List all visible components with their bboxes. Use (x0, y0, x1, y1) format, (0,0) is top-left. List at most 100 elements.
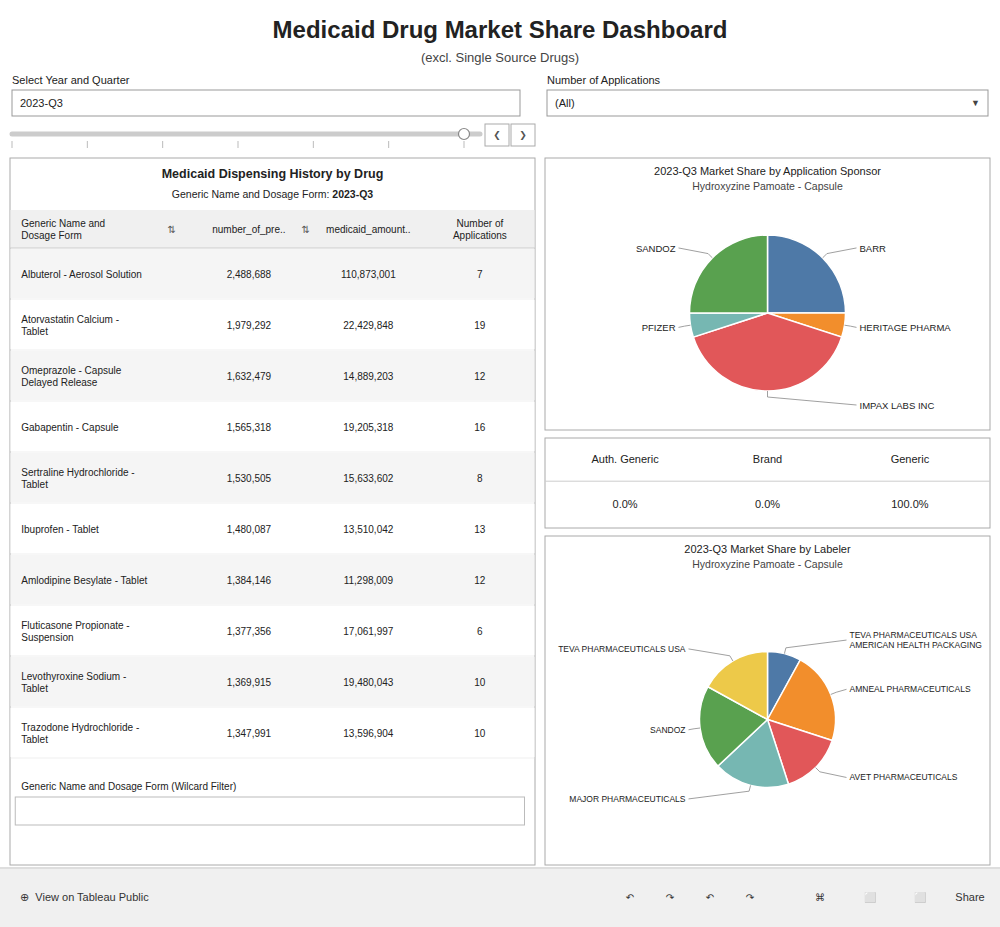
table-header-bg (11, 210, 535, 248)
summary-table: Auth. GenericBrandGeneric0.0%0.0%100.0% (545, 438, 990, 528)
table-row-bg (11, 657, 535, 706)
table-cell: 14,889,203 (343, 370, 393, 381)
slider-tick (87, 141, 88, 148)
chart-title: 2023-Q3 Market Share by Application Spon… (654, 165, 881, 177)
footer-icon[interactable]: ↶ (626, 892, 634, 903)
footer-icon[interactable]: ↷ (666, 892, 675, 903)
table-cell: 110,873,001 (341, 268, 396, 279)
row-separator (10, 350, 535, 351)
footer-icon[interactable]: ⌘ (815, 892, 825, 903)
slider-handle[interactable] (459, 129, 470, 140)
slider-button-icon[interactable]: ❯ (519, 130, 527, 141)
column-header: medicaid_amount.. (326, 224, 411, 235)
wildcard-box[interactable] (15, 797, 524, 825)
pie-panel: 2023-Q3 Market Share by Application Spon… (545, 158, 990, 430)
column-header: Brand (753, 453, 782, 465)
row-separator (10, 554, 535, 555)
slider-button[interactable] (511, 124, 535, 146)
wildcard-label: Generic Name and Dosage Form (Wilcard Fi… (21, 781, 236, 792)
leader-line (784, 640, 846, 654)
table-cell: Ibuprofen - Tablet (21, 523, 99, 534)
pie-slice (690, 235, 768, 313)
footer: ⊕ View on Tableau Public ↶ ↷ ↶ ↷ ⌘ ⬜ ⬜ Share (0, 867, 1000, 927)
row-separator (10, 401, 535, 402)
table-cell: 19 (474, 319, 486, 330)
leader-line (689, 728, 701, 730)
table-cell: Gabapentin - Capsule (21, 421, 119, 432)
slider-track (12, 132, 480, 137)
panel-frame (545, 158, 990, 430)
filter-value[interactable]: 2023-Q3 (20, 97, 63, 109)
row-separator (10, 707, 535, 708)
panel-frame (545, 438, 990, 528)
table-cell: 12 (474, 370, 486, 381)
filter-value[interactable]: (All) (555, 97, 575, 109)
chart-subtitle: Hydroxyzine Pamoate - Capsule (692, 558, 843, 570)
table-cell: Omeprazole - CapsuleDelayed Release (21, 364, 121, 387)
sort-icon[interactable]: ⇅ (168, 224, 176, 235)
header-separator (10, 248, 535, 249)
table-cell: 13 (474, 523, 486, 534)
table-cell: 0.0% (613, 498, 638, 510)
row-separator (10, 452, 535, 453)
table-cell: 1,979,292 (227, 319, 272, 330)
table-subtitle: Generic Name and Dosage Form: (172, 188, 332, 200)
table-cell: Levothyroxine Sodium -Tablet (21, 670, 126, 693)
footer-icon[interactable]: ↷ (746, 892, 755, 903)
panel-frame (545, 536, 990, 865)
footer-icon[interactable]: Share (955, 891, 984, 903)
leader-line (689, 785, 751, 799)
column-header: Generic Name andDosage Form (21, 218, 105, 241)
slice-label: TEVA PHARMACEUTICALS USA (558, 644, 686, 654)
footer-icon[interactable]: ⬜ (914, 891, 926, 904)
slice-label: HERITAGE PHARMA (860, 322, 952, 333)
table-cell: 17,061,997 (343, 625, 393, 636)
chart-subtitle: Hydroxyzine Pamoate - Capsule (692, 180, 843, 192)
slider-tick (12, 141, 13, 148)
row-separator (10, 299, 535, 300)
filter-box[interactable] (547, 90, 988, 116)
table-cell: 0.0% (755, 498, 780, 510)
slider-button[interactable] (485, 124, 509, 146)
dropdown-arrow[interactable]: ▼ (971, 98, 980, 108)
table-cell: 13,596,904 (343, 727, 393, 738)
table-title: Medicaid Dispensing History by Drug (162, 167, 384, 181)
slider: ❮❯ (12, 124, 535, 148)
dashboard: Medicaid Drug Market Share Dashboard(exc… (0, 0, 1000, 927)
footer-link[interactable]: ⊕ View on Tableau Public (20, 891, 149, 903)
leader-line (845, 325, 857, 327)
table-cell: 1,377,356 (227, 625, 272, 636)
table-cell: 15,633,602 (343, 472, 393, 483)
slider-tick (238, 141, 239, 148)
filter-box[interactable] (12, 90, 520, 116)
slider-tick (313, 141, 314, 148)
slice-label: AMNEAL PHARMACEUTICALS (850, 684, 971, 694)
table-cell: 1,480,087 (227, 523, 272, 534)
sort-icon[interactable]: ⇅ (301, 224, 309, 235)
slice-label: AVET PHARMACEUTICALS (850, 772, 958, 782)
table-cell: Amlodipine Besylate - Tablet (21, 574, 147, 585)
table-panel: Medicaid Dispensing History by Drug Gener… (10, 158, 535, 865)
table-cell: 1,347,991 (227, 727, 272, 738)
slice-label: TEVA PHARMACEUTICALS USA AMERICAN HEALTH… (850, 630, 982, 650)
table-cell: 22,429,848 (343, 319, 393, 330)
title: Medicaid Drug Market Share Dashboard (273, 16, 728, 43)
footer-icon[interactable]: ↶ (706, 892, 714, 903)
footer-icon[interactable]: ⬜ (864, 891, 876, 904)
table-cell: 10 (474, 676, 486, 687)
row-separator (10, 656, 535, 657)
table-cell: 10 (474, 727, 486, 738)
slice-label: SANDOZ (636, 242, 676, 253)
slice-label: MAJOR PHARMACEUTICALS (569, 794, 686, 804)
table-subtitle-value: 2023-Q3 (332, 188, 373, 200)
table-cell: Atorvastatin Calcium -Tablet (21, 313, 119, 336)
pie-slice (690, 313, 768, 337)
row-separator (10, 758, 535, 759)
table-row-bg (11, 249, 535, 298)
leader-line (768, 391, 857, 405)
table-cell: 1,369,915 (227, 676, 272, 687)
table-row-bg (11, 300, 535, 349)
slider-button-icon[interactable]: ❮ (493, 130, 501, 141)
pie-panel: 2023-Q3 Market Share by LabelerHydroxyzi… (545, 536, 990, 865)
table-cell: 13,510,042 (343, 523, 393, 534)
